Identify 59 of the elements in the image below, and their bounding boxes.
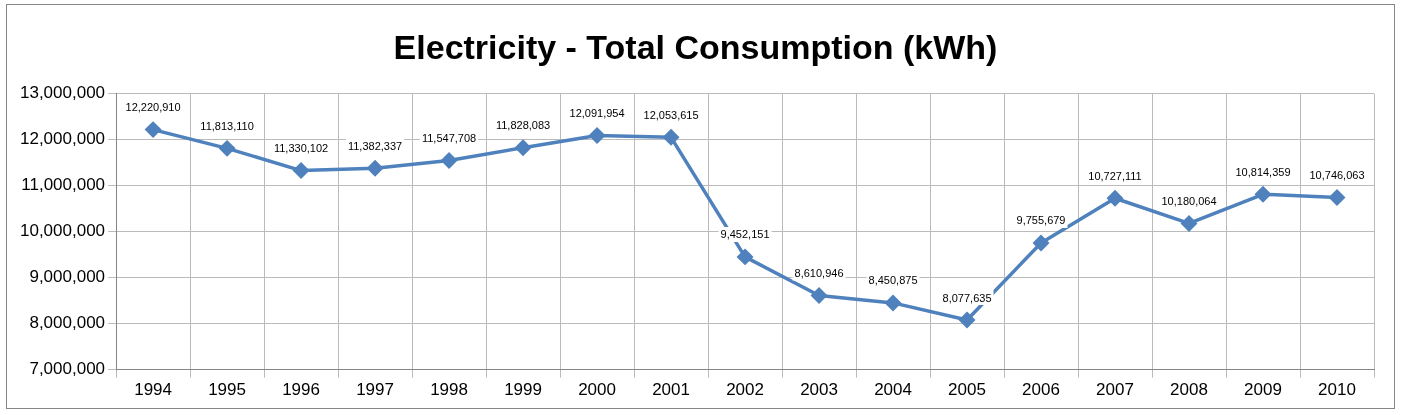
data-label: 9,755,679 (1016, 214, 1066, 227)
data-label: 11,547,708 (421, 132, 477, 145)
point (589, 127, 605, 144)
y-tick-label: 7,000,000 (29, 359, 106, 379)
point (885, 295, 901, 311)
x-tick-label: 2003 (800, 380, 838, 400)
data-label: 8,077,635 (942, 291, 992, 304)
x-tick-label: 2002 (726, 380, 764, 400)
point (1033, 235, 1049, 251)
x-tick-label: 1995 (208, 380, 246, 400)
x-tick-label: 1996 (282, 380, 320, 400)
data-label: 11,382,337 (347, 139, 403, 152)
data-label: 11,813,110 (200, 119, 254, 132)
x-tick-label: 2008 (1170, 380, 1208, 400)
point (1107, 190, 1123, 207)
data-label: 11,828,083 (495, 119, 551, 132)
x-tick-label: 2009 (1244, 380, 1282, 400)
data-label: 12,053,615 (643, 108, 699, 121)
point (293, 162, 309, 179)
data-label: 10,180,064 (1161, 194, 1217, 207)
x-tick-label: 1997 (356, 380, 394, 400)
point (1181, 215, 1197, 232)
data-label: 11,330,102 (273, 142, 329, 155)
y-tick-label: 11,000,000 (21, 175, 106, 195)
x-tick-label: 2001 (652, 380, 690, 400)
data-label: 8,610,946 (794, 267, 844, 280)
point (145, 121, 161, 138)
x-tick-label: 2004 (874, 380, 912, 400)
data-label: 10,814,359 (1235, 165, 1291, 178)
point (219, 140, 235, 157)
y-tick-label: 9,000,000 (29, 267, 106, 287)
point (367, 160, 383, 176)
point (1255, 186, 1271, 203)
chart-title: Electricity - Total Consumption (kWh) (393, 27, 998, 66)
data-label: 10,746,063 (1309, 168, 1365, 181)
x-tick-label: 1999 (504, 380, 542, 400)
point (515, 139, 531, 156)
data-label: 10,727,111 (1088, 169, 1142, 182)
point (737, 249, 753, 265)
y-tick-label: 8,000,000 (29, 313, 106, 333)
x-tick-label: 2010 (1318, 380, 1356, 400)
x-tick-label: 1998 (430, 380, 468, 400)
point (441, 152, 457, 169)
data-label: 12,091,954 (569, 107, 625, 120)
x-tick-label: 2005 (948, 380, 986, 400)
x-tick-label: 1994 (134, 380, 172, 400)
point (811, 287, 827, 304)
x-tick-label: 2006 (1022, 380, 1060, 400)
data-label: 8,450,875 (868, 274, 918, 287)
y-tick-label: 10,000,000 (19, 221, 106, 241)
data-label: 9,452,151 (720, 228, 770, 241)
x-tick-label: 2007 (1096, 380, 1134, 400)
y-tick-label: 13,000,000 (19, 83, 106, 103)
point (663, 129, 679, 146)
data-label: 12,220,910 (125, 101, 181, 114)
y-tick-label: 12,000,000 (19, 129, 106, 149)
point (1329, 189, 1345, 206)
x-tick-label: 2000 (578, 380, 616, 400)
point (959, 312, 975, 328)
